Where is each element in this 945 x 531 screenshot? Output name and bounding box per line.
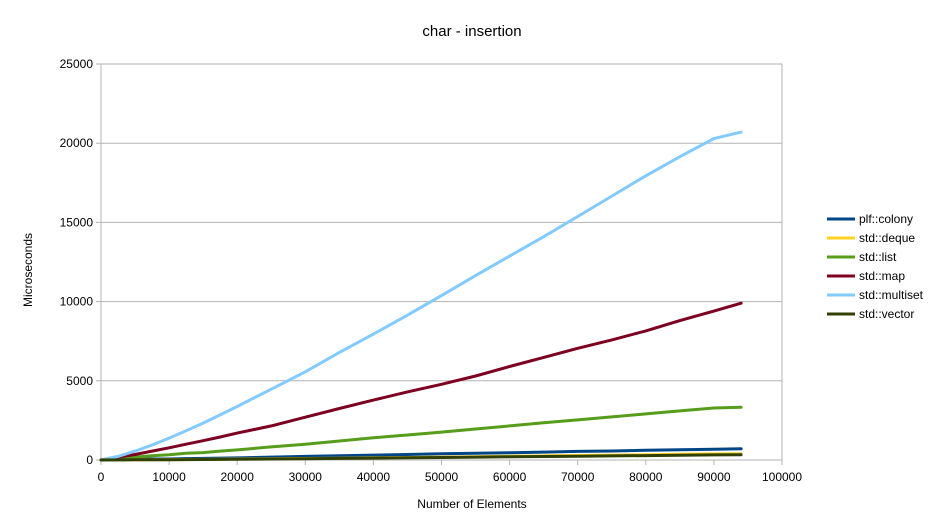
x-tick-label: 10000: [152, 470, 186, 484]
x-tick-label: 60000: [493, 470, 527, 484]
x-axis-title: Number of Elements: [417, 497, 526, 511]
x-tick-label: 80000: [629, 470, 663, 484]
legend-label: std::deque: [859, 231, 915, 245]
legend-label: std::list: [859, 250, 897, 264]
y-tick-label: 25000: [60, 57, 94, 71]
x-tick-label: 20000: [221, 470, 255, 484]
x-tick-label: 90000: [697, 470, 731, 484]
x-tick-label: 0: [98, 470, 105, 484]
y-tick-label: 20000: [60, 136, 94, 150]
series-line: [99, 301, 743, 462]
series-line: [99, 130, 743, 462]
series-line: [99, 405, 743, 462]
y-tick-label: 0: [86, 453, 93, 467]
x-tick-label: 40000: [357, 470, 391, 484]
chart-title: char - insertion: [422, 23, 521, 40]
legend-label: std::multiset: [859, 288, 924, 302]
y-tick-label: 10000: [60, 295, 94, 309]
y-tick-label: 5000: [66, 374, 93, 388]
y-axis-ticks: 0 5000 10000 15000 20000 25000: [60, 57, 101, 467]
series-lines: [99, 130, 743, 462]
series-line: [99, 453, 743, 462]
y-tick-label: 15000: [60, 215, 94, 229]
x-axis-ticks: 0 10000 20000 30000 40000 50000 60000 70000 8000…: [98, 460, 802, 484]
x-tick-label: 100000: [762, 470, 802, 484]
x-tick-label: 70000: [561, 470, 595, 484]
x-tick-label: 30000: [289, 470, 323, 484]
legend-label: plf::colony: [859, 212, 913, 226]
x-tick-label: 50000: [425, 470, 459, 484]
legend-label: std::vector: [859, 307, 914, 321]
legend-label: std::map: [859, 269, 905, 283]
y-axis-title: Microseconds: [21, 233, 35, 307]
legend: plf::colonystd::dequestd::liststd::mapst…: [827, 212, 924, 321]
